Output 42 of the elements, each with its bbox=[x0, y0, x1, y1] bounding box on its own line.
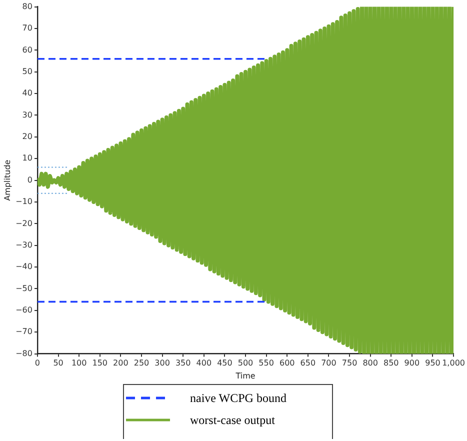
x-tick-label: 150 bbox=[92, 358, 108, 368]
y-tick-label: −30 bbox=[16, 240, 32, 250]
legend-label: worst-case output bbox=[190, 412, 275, 428]
x-tick-label: 850 bbox=[384, 358, 399, 368]
x-tick-label: 350 bbox=[175, 358, 191, 368]
x-tick-label: 0 bbox=[34, 358, 40, 368]
x-tick-label: 900 bbox=[404, 358, 420, 368]
y-tick-label: 0 bbox=[27, 175, 32, 184]
y-tick-label: −20 bbox=[16, 218, 32, 228]
y-tick-label: −50 bbox=[16, 284, 32, 293]
y-tick-label: 20 bbox=[22, 132, 32, 142]
x-tick-label: 800 bbox=[362, 358, 378, 368]
x-tick-label: 100 bbox=[71, 358, 87, 368]
x-axis-title: Time bbox=[234, 371, 256, 380]
x-tick-label: 400 bbox=[196, 358, 212, 368]
y-tick-label: 40 bbox=[22, 88, 32, 98]
y-tick-label: −60 bbox=[16, 306, 32, 315]
legend-label: naive WCPG bound bbox=[190, 390, 286, 406]
y-tick-label: 70 bbox=[22, 24, 32, 33]
x-tick-label: 550 bbox=[258, 358, 274, 368]
y-axis-title: Amplitude bbox=[2, 160, 12, 201]
y-tick-label: −40 bbox=[16, 262, 32, 272]
x-tick-label: 650 bbox=[300, 358, 316, 368]
y-tick-label: 80 bbox=[22, 2, 32, 11]
x-tick-label: 700 bbox=[321, 358, 336, 368]
x-tick-label: 750 bbox=[342, 358, 358, 368]
x-tick-label: 950 bbox=[425, 358, 440, 368]
x-tick-label: 1,000 bbox=[442, 358, 465, 368]
y-tick-label: −70 bbox=[16, 327, 32, 336]
x-tick-label: 250 bbox=[134, 358, 150, 368]
y-tick-label: −80 bbox=[16, 348, 32, 358]
y-tick-label: 10 bbox=[22, 154, 32, 163]
x-tick-label: 500 bbox=[238, 358, 254, 368]
y-tick-label: 50 bbox=[22, 66, 32, 76]
x-tick-label: 200 bbox=[113, 358, 128, 368]
x-tick-label: 600 bbox=[279, 358, 295, 368]
x-tick-label: 450 bbox=[217, 358, 232, 368]
y-tick-label: 60 bbox=[22, 45, 32, 54]
y-tick-label: 30 bbox=[22, 110, 32, 120]
x-tick-label: 50 bbox=[53, 358, 64, 368]
x-tick-label: 300 bbox=[154, 358, 170, 368]
y-tick-label: −10 bbox=[16, 197, 32, 206]
